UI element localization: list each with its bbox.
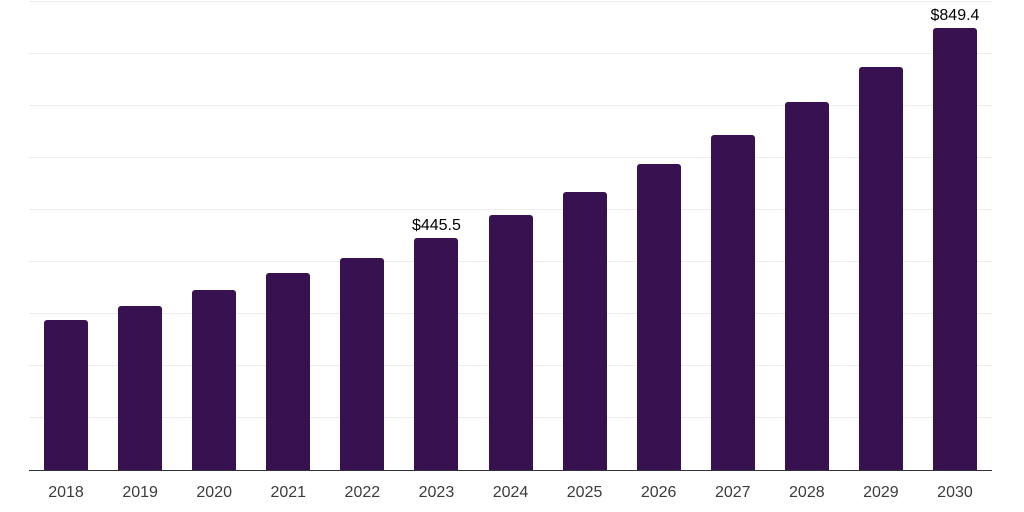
bar-2028 xyxy=(784,102,829,470)
x-axis-label-2022: 2022 xyxy=(344,484,381,501)
bar-band-2018 xyxy=(29,0,103,470)
bar-2023 xyxy=(414,238,459,470)
bar-2018 xyxy=(44,320,89,470)
x-axis-label-2024: 2024 xyxy=(492,484,529,501)
x-axis-label-2019: 2019 xyxy=(122,484,158,501)
gridline-800 xyxy=(29,53,992,55)
bar-2026 xyxy=(636,163,681,470)
bar-band-2030: $849.4 xyxy=(918,0,992,470)
bar-band-2020 xyxy=(177,0,251,470)
x-axis-label-2021: 2021 xyxy=(270,484,307,501)
bar-band-2026 xyxy=(622,0,696,470)
bar-2030 xyxy=(932,28,977,470)
bar-band-2021 xyxy=(251,0,325,470)
bar-2020 xyxy=(192,290,237,470)
data-label-2023: $445.5 xyxy=(411,217,461,235)
bars-layer: $445.5 $849.4 xyxy=(29,0,992,470)
bar-2027 xyxy=(710,134,755,470)
x-axis-label-2027: 2027 xyxy=(714,484,751,501)
x-axis-label-2018: 2018 xyxy=(48,484,84,501)
x-axis-label-2023: 2023 xyxy=(418,484,455,501)
x-axis-label-2020: 2020 xyxy=(196,484,232,501)
x-axis-label-2030: 2030 xyxy=(937,484,973,501)
plot-area: $445.5 $849.4 xyxy=(29,0,992,471)
bar-2021 xyxy=(266,273,311,470)
bar-2024 xyxy=(488,214,533,470)
bar-band-2025 xyxy=(548,0,622,470)
x-axis: 2018 2019 2020 2021 2022 2023 2024 2025 2026 2027… xyxy=(29,471,992,502)
gridline-700 xyxy=(29,105,992,107)
bar-band-2028 xyxy=(770,0,844,470)
gridline-600 xyxy=(29,157,992,159)
bar-band-2027 xyxy=(696,0,770,470)
x-axis-label-2025: 2025 xyxy=(566,484,603,501)
x-axis-label-2028: 2028 xyxy=(789,484,825,501)
bar-2019 xyxy=(118,305,163,470)
x-axis-label-2029: 2029 xyxy=(863,484,899,501)
bar-band-2023: $445.5 xyxy=(399,0,473,470)
bar-2025 xyxy=(562,191,607,470)
bar-band-2024 xyxy=(473,0,547,470)
x-axis-label-2026: 2026 xyxy=(640,484,677,501)
bar-band-2029 xyxy=(844,0,918,470)
bar-band-2022 xyxy=(325,0,399,470)
bar-band-2019 xyxy=(103,0,177,470)
bar-2022 xyxy=(340,257,385,470)
data-label-2030: $849.4 xyxy=(930,7,980,25)
bar-2029 xyxy=(858,66,903,470)
gridline-500 xyxy=(29,209,992,211)
gridline-900 xyxy=(29,1,992,3)
